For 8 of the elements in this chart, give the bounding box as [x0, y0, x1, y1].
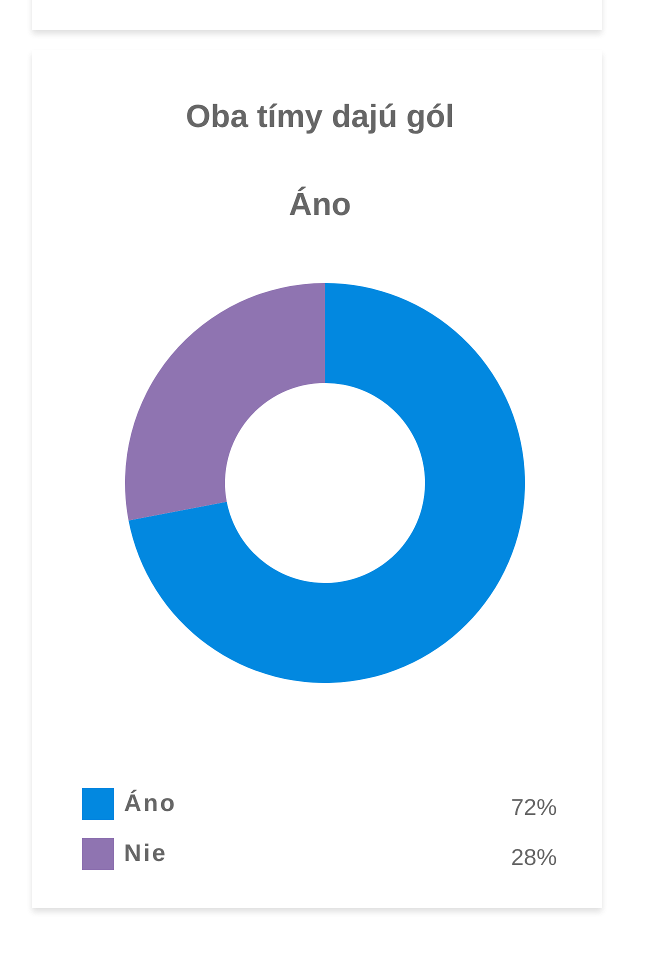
data-label: 72%: [510, 794, 557, 821]
chart-subtitle: Áno: [288, 186, 352, 223]
data-label: 28%: [510, 844, 557, 871]
donut-slice: [125, 283, 325, 520]
legend-label: Áno: [124, 790, 177, 818]
chart-title: Oba tímy dajú gól: [184, 98, 456, 135]
legend-label: Nie: [124, 840, 168, 868]
donut-slice: [128, 283, 525, 683]
